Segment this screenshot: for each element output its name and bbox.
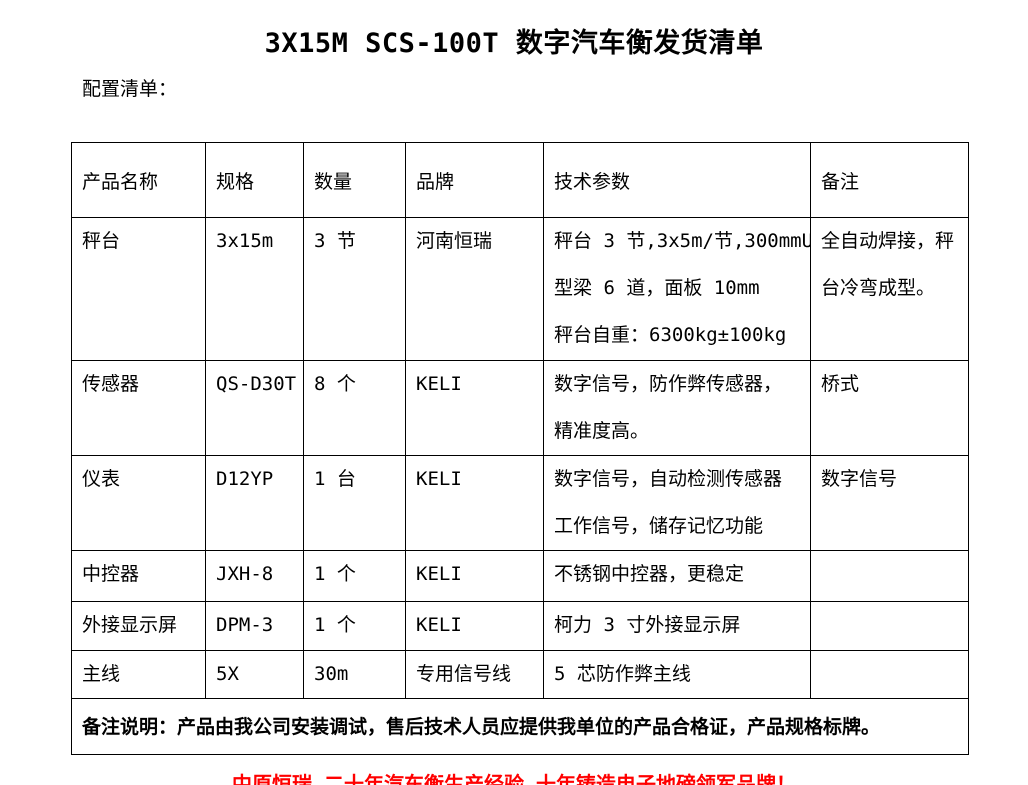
table-row: 主线 5X 30m 专用信号线 5 芯防作弊主线 [71,650,969,699]
cell-text-line: 3x15m [216,230,274,252]
table-row: 传感器 QS-D30T 8 个 KELI 数字信号，防作弊传感器， 精准度高。 桥式 [71,360,969,456]
product-name-cell: 秤台 [71,217,206,361]
note-cell: 桥式 [810,360,969,456]
params-cell: 不锈钢中控器，更稳定 [543,550,811,602]
qty-cell: 8 个 [303,360,406,456]
cell-text-line: 仪表 [82,468,121,490]
cell-text-line: JXH-8 [216,563,274,585]
column-header: 数量 [303,142,406,218]
cell-text-line: KELI [416,468,462,490]
cell-text-line: 中控器 [82,563,140,585]
cell-text-line: 1 个 [314,614,356,636]
brand-cell: KELI [405,455,544,551]
params-cell: 秤台 3 节,3x5m/节,300mmU 型梁 6 道，面板 10mm 秤台自重：6… [543,217,811,361]
qty-cell: 1 个 [303,601,406,651]
config-list-label: 配置清单： [82,78,178,100]
note-cell [810,550,969,602]
spec-cell: JXH-8 [205,550,304,602]
cell-text-line: KELI [416,614,462,636]
params-cell: 数字信号，自动检测传感器 工作信号，储存记忆功能 [543,455,811,551]
spec-cell: 3x15m [205,217,304,361]
note-cell [810,601,969,651]
cell-text-line: 数字信号，自动检测传感器 [554,468,783,490]
cell-text-line: 不锈钢中控器，更稳定 [554,563,745,585]
cell-text-line: 秤台 3 节,3x5m/节,300mmU [554,230,811,252]
cell-text-line: 传感器 [82,373,140,395]
cell-text-line: D12YP [216,468,274,490]
cell-text-line: 1 台 [314,468,356,490]
cell-text-line: 5 芯防作弊主线 [554,663,691,685]
column-header: 产品名称 [71,142,206,218]
cell-text-line: 主线 [82,663,121,685]
product-name-cell: 传感器 [71,360,206,456]
table-row: 中控器 JXH-8 1 个 KELI 不锈钢中控器，更稳定 [71,550,969,602]
footnote-cell: 备注说明：产品由我公司安装调试，售后技术人员应提供我单位的产品合格证，产品规格标… [71,698,969,755]
product-name-cell: 外接显示屏 [71,601,206,651]
column-header: 备注 [810,142,969,218]
qty-cell: 3 节 [303,217,406,361]
brand-cell: KELI [405,360,544,456]
cell-text-line: 秤台自重：6300kg±100kg [554,324,787,346]
cell-text-line: 数字信号 [821,468,898,490]
cell-text-line: 河南恒瑞 [416,230,493,252]
page-title: 3X15M SCS-100T 数字汽车衡发货清单 [264,28,764,59]
shipping-list-table: 产品名称 规格 数量 品牌 技术参数 备注 秤台 3x15m 3 节 河南恒瑞 秤台 3 节,3x… [71,142,969,755]
cell-text-line: KELI [416,563,462,585]
cell-text-line: 数字信号，防作弊传感器， [554,373,783,395]
spec-cell: DPM-3 [205,601,304,651]
spec-cell: QS-D30T [205,360,304,456]
product-name-cell: 仪表 [71,455,206,551]
cell-text-line: 专用信号线 [416,663,512,685]
cell-text-line: 8 个 [314,373,356,395]
brand-cell: KELI [405,550,544,602]
footnote-row: 备注说明：产品由我公司安装调试，售后技术人员应提供我单位的产品合格证，产品规格标… [71,698,969,755]
cell-text-line: 全自动焊接，秤 [821,230,955,252]
table-row: 秤台 3x15m 3 节 河南恒瑞 秤台 3 节,3x5m/节,300mmU 型梁 6 道… [71,217,969,361]
column-header: 规格 [205,142,304,218]
cell-text-line: 1 个 [314,563,356,585]
qty-cell: 1 台 [303,455,406,551]
cell-text-line: 柯力 3 寸外接显示屏 [554,614,741,636]
cell-text-line: DPM-3 [216,614,274,636]
brand-cell: KELI [405,601,544,651]
table-header-row: 产品名称 规格 数量 品牌 技术参数 备注 [71,142,969,218]
params-cell: 5 芯防作弊主线 [543,650,811,699]
cell-text-line: 秤台 [82,230,121,252]
column-header: 技术参数 [543,142,811,218]
note-cell [810,650,969,699]
cell-text-line: 工作信号，储存记忆功能 [554,515,764,537]
table-row: 仪表 D12YP 1 台 KELI 数字信号，自动检测传感器 工作信号，储存记忆功能 数字信… [71,455,969,551]
cell-text-line: 3 节 [314,230,356,252]
params-cell: 数字信号，防作弊传感器， 精准度高。 [543,360,811,456]
brand-cell: 河南恒瑞 [405,217,544,361]
footer-slogan: 中原恒瑞 二十年汽车衡生产经验 十年铸造电子地磅领军品牌！ [231,772,797,785]
table-row: 外接显示屏 DPM-3 1 个 KELI 柯力 3 寸外接显示屏 [71,601,969,651]
spec-cell: 5X [205,650,304,699]
cell-text-line: 30m [314,663,349,685]
note-cell: 全自动焊接，秤 台冷弯成型。 [810,217,969,361]
cell-text-line: 桥式 [821,373,860,395]
cell-text-line: 精准度高。 [554,420,650,442]
cell-text-line: 5X [216,663,239,685]
product-name-cell: 主线 [71,650,206,699]
qty-cell: 30m [303,650,406,699]
qty-cell: 1 个 [303,550,406,602]
spec-cell: D12YP [205,455,304,551]
product-name-cell: 中控器 [71,550,206,602]
note-cell: 数字信号 [810,455,969,551]
brand-cell: 专用信号线 [405,650,544,699]
cell-text-line: 外接显示屏 [82,614,178,636]
column-header: 品牌 [405,142,544,218]
cell-text-line: QS-D30T [216,373,297,395]
cell-text-line: KELI [416,373,462,395]
cell-text-line: 型梁 6 道，面板 10mm [554,277,760,299]
cell-text-line: 台冷弯成型。 [821,277,936,299]
params-cell: 柯力 3 寸外接显示屏 [543,601,811,651]
